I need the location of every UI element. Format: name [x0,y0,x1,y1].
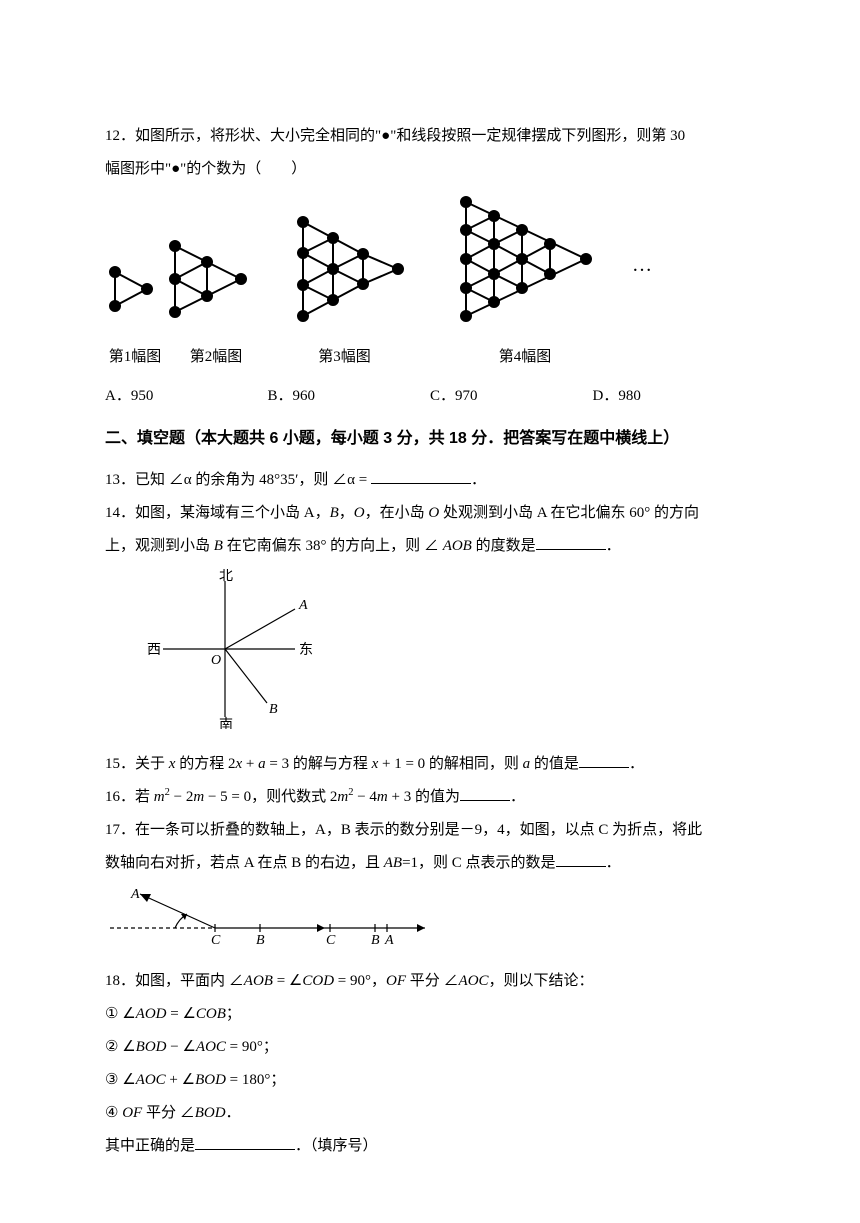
cap2: 第2幅图 [173,341,259,374]
q13-num: 13． [105,472,135,488]
q12-text1: 如图所示，将形状、大小完全相同的"●"和线段按照一定规律摆成下列图形，则第 30 [135,128,685,144]
fig3 [293,214,418,337]
fold-c2: C [326,933,336,946]
compass-b: B [269,702,278,717]
compass-n: 北 [219,569,233,584]
fold-a1: A [130,887,140,902]
fig4-svg [456,194,616,324]
fig1-svg [105,254,157,324]
q17-l2: 数轴向右对折，若点 A 在点 B 的右边，且 AB=1，则 C 点表示的数是． [105,847,755,880]
cap3: 第3幅图 [267,341,422,374]
cap4: 第4幅图 [430,341,620,374]
q12-options: A．950 B．960 C．970 D．980 [105,380,755,413]
fold-a2: A [384,933,394,946]
q15: 15．关于 x 的方程 2x + a = 3 的解与方程 x + 1 = 0 的… [105,748,755,781]
fold-b1: B [256,933,265,946]
q16-blank [460,785,510,801]
q18-l5: 其中正确的是．（填序号） [105,1130,755,1163]
q16: 16．若 m2 − 2m − 5 = 0，则代数式 2m2 − 4m + 3 的… [105,781,755,814]
q18-blank [195,1134,295,1150]
q13: 13．已知 ∠α 的余角为 48°35′，则 ∠α = ． [105,464,755,497]
fold-c1: C [211,933,221,946]
q17-blank [556,851,606,867]
section2-title: 二、填空题（本大题共 6 小题，每小题 3 分，共 18 分．把答案写在题中横线… [105,421,755,456]
q17-figure: A C B C B A [105,886,755,959]
q18-num: 18． [105,973,135,989]
q14-num: 14． [105,505,135,521]
opt-a: A．950 [105,380,268,413]
q13-end: ． [471,472,486,488]
fig4 [456,194,616,337]
q18-c4: ④ OF 平分 ∠BOD． [105,1097,755,1130]
q15-num: 15． [105,756,135,772]
q17-l1: 17．在一条可以折叠的数轴上，A，B 表示的数分别是－9，4，如图，以点 C 为… [105,814,755,847]
cap1: 第1幅图 [105,341,165,374]
q12-line2: 幅图形中"●"的个数为（ ） [105,153,755,186]
q12-num: 12． [105,128,135,144]
q18-c1: ① ∠AOD = ∠COB； [105,998,755,1031]
fold-b2: B [371,933,380,946]
fig2-svg [165,234,255,324]
compass-w: 西 [147,643,161,658]
q18-c2: ② ∠BOD − ∠AOC = 90°； [105,1031,755,1064]
fold-svg: A C B C B A [105,886,435,946]
q16-num: 16． [105,789,135,805]
fig2 [165,234,255,337]
fig3-svg [293,214,418,324]
q12-line1: 12．如图所示，将形状、大小完全相同的"●"和线段按照一定规律摆成下列图形，则第… [105,120,755,153]
q12-figures: … [105,194,755,337]
compass-e: 东 [299,642,313,658]
compass-o: O [211,653,221,668]
q14-l1: 14．如图，某海域有三个小岛 A，B，O，在小岛 O 处观测到小岛 A 在它北偏… [105,497,755,530]
ellipsis: … [632,243,652,337]
compass-svg: 北 南 东 西 A B O [145,569,345,729]
q12-captions: 第1幅图 第2幅图 第3幅图 第4幅图 [105,341,755,374]
q14-l2: 上，观测到小岛 B 在它南偏东 38° 的方向上，则 ∠ AOB 的度数是． [105,530,755,563]
opt-c: C．970 [430,380,593,413]
q15-blank [579,752,629,768]
q14-figure: 北 南 东 西 A B O [145,569,755,742]
q13-text: 已知 ∠α 的余角为 48°35′，则 ∠α = [135,472,371,488]
compass-a: A [298,598,308,613]
q18-l1: 18．如图，平面内 ∠AOB = ∠COD = 90°，OF 平分 ∠AOC，则… [105,965,755,998]
compass-s: 南 [219,717,233,729]
q14-blank [536,534,606,550]
fig1 [105,254,157,337]
q18-c3: ③ ∠AOC + ∠BOD = 180°； [105,1064,755,1097]
q13-blank [371,468,471,484]
q17-num: 17． [105,822,135,838]
opt-d: D．980 [593,380,756,413]
opt-b: B．960 [268,380,431,413]
